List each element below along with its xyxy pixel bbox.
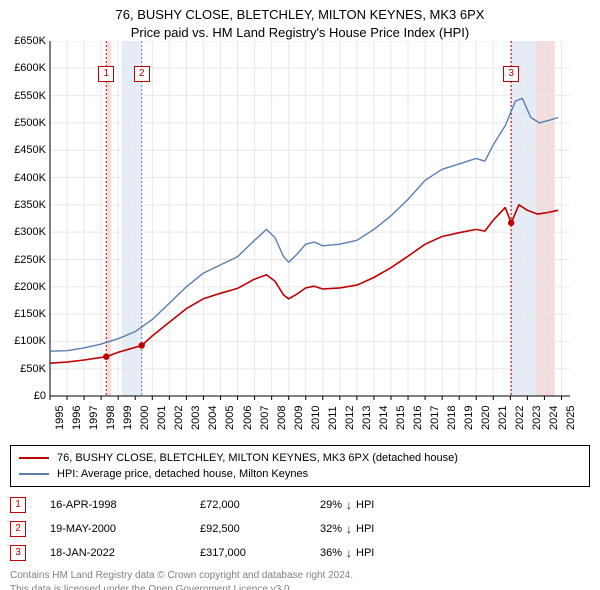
x-tick-label: 2013 xyxy=(361,406,373,430)
sale-marker: 3 xyxy=(10,545,26,561)
sale-marker: 1 xyxy=(10,497,26,513)
x-tick-label: 2019 xyxy=(463,406,475,430)
footer-line: Contains HM Land Registry data © Crown c… xyxy=(10,569,590,583)
y-tick-label: £100K xyxy=(2,335,46,347)
sale-delta: 32% ↓ HPI xyxy=(320,523,374,535)
x-tick-label: 2018 xyxy=(446,406,458,430)
y-tick-label: £0 xyxy=(2,390,46,402)
x-tick-label: 1999 xyxy=(122,406,134,430)
y-tick-label: £400K xyxy=(2,172,46,184)
y-tick-label: £150K xyxy=(2,308,46,320)
chart-title: 76, BUSHY CLOSE, BLETCHLEY, MILTON KEYNE… xyxy=(0,0,600,41)
sale-marker: 2 xyxy=(10,521,26,537)
y-tick-label: £450K xyxy=(2,144,46,156)
x-tick-label: 2016 xyxy=(412,406,424,430)
legend-swatch xyxy=(19,457,49,459)
sale-delta: 29% ↓ HPI xyxy=(320,499,374,511)
legend-item-property: 76, BUSHY CLOSE, BLETCHLEY, MILTON KEYNE… xyxy=(19,450,581,466)
y-tick-label: £650K xyxy=(2,35,46,47)
arrow-down-icon: ↓ xyxy=(346,499,352,511)
x-tick-label: 2021 xyxy=(497,406,509,430)
x-tick-label: 2024 xyxy=(548,406,560,430)
title-subtitle: Price paid vs. HM Land Registry's House … xyxy=(0,24,600,42)
sale-delta: 36% ↓ HPI xyxy=(320,547,374,559)
x-tick-label: 2002 xyxy=(173,406,185,430)
sale-date: 18-JAN-2022 xyxy=(50,547,200,559)
chart-marker: 1 xyxy=(98,66,114,82)
x-tick-label: 2005 xyxy=(224,406,236,430)
x-tick-label: 1997 xyxy=(88,406,100,430)
y-tick-label: £200K xyxy=(2,281,46,293)
attribution-footer: Contains HM Land Registry data © Crown c… xyxy=(10,569,590,590)
arrow-down-icon: ↓ xyxy=(346,547,352,559)
x-tick-label: 1996 xyxy=(71,406,83,430)
sale-date: 19-MAY-2000 xyxy=(50,523,200,535)
arrow-down-icon: ↓ xyxy=(346,523,352,535)
x-tick-label: 2000 xyxy=(139,406,151,430)
x-tick-label: 2003 xyxy=(190,406,202,430)
x-tick-label: 1995 xyxy=(54,406,66,430)
price-chart: £0 £50K £100K £150K £200K £250K £300K £350K £400… xyxy=(0,41,600,441)
y-tick-label: £600K xyxy=(2,62,46,74)
y-tick-label: £300K xyxy=(2,226,46,238)
legend-item-hpi: HPI: Average price, detached house, Milt… xyxy=(19,466,581,482)
x-tick-label: 2001 xyxy=(156,406,168,430)
y-tick-label: £500K xyxy=(2,117,46,129)
x-tick-label: 2017 xyxy=(429,406,441,430)
title-address: 76, BUSHY CLOSE, BLETCHLEY, MILTON KEYNE… xyxy=(0,6,600,24)
sale-price: £92,500 xyxy=(200,523,320,535)
x-tick-label: 2010 xyxy=(310,406,322,430)
y-tick-label: £350K xyxy=(2,199,46,211)
x-tick-label: 2006 xyxy=(242,406,254,430)
chart-marker: 2 xyxy=(134,66,150,82)
sale-price: £72,000 xyxy=(200,499,320,511)
chart-svg xyxy=(0,41,600,441)
y-tick-label: £50K xyxy=(2,363,46,375)
legend-label: HPI: Average price, detached house, Milt… xyxy=(57,468,308,480)
x-tick-label: 2011 xyxy=(327,406,339,430)
x-tick-label: 2015 xyxy=(395,406,407,430)
y-tick-label: £550K xyxy=(2,90,46,102)
table-row: 3 18-JAN-2022 £317,000 36% ↓ HPI xyxy=(10,541,590,565)
x-tick-label: 2014 xyxy=(378,406,390,430)
x-tick-label: 2008 xyxy=(276,406,288,430)
x-tick-label: 2004 xyxy=(207,406,219,430)
sales-table: 1 16-APR-1998 £72,000 29% ↓ HPI 2 19-MAY… xyxy=(10,493,590,565)
x-tick-label: 2009 xyxy=(293,406,305,430)
sale-price: £317,000 xyxy=(200,547,320,559)
x-tick-label: 2007 xyxy=(259,406,271,430)
legend-swatch xyxy=(19,473,49,475)
x-tick-label: 2025 xyxy=(565,406,577,430)
y-tick-label: £250K xyxy=(2,254,46,266)
legend-label: 76, BUSHY CLOSE, BLETCHLEY, MILTON KEYNE… xyxy=(57,452,458,464)
x-tick-label: 2020 xyxy=(480,406,492,430)
table-row: 1 16-APR-1998 £72,000 29% ↓ HPI xyxy=(10,493,590,517)
x-tick-label: 2012 xyxy=(344,406,356,430)
x-tick-label: 2023 xyxy=(531,406,543,430)
sale-date: 16-APR-1998 xyxy=(50,499,200,511)
chart-marker: 3 xyxy=(503,66,519,82)
x-tick-label: 2022 xyxy=(514,406,526,430)
table-row: 2 19-MAY-2000 £92,500 32% ↓ HPI xyxy=(10,517,590,541)
footer-line: This data is licensed under the Open Gov… xyxy=(10,583,590,590)
x-tick-label: 1998 xyxy=(105,406,117,430)
legend: 76, BUSHY CLOSE, BLETCHLEY, MILTON KEYNE… xyxy=(10,445,590,487)
